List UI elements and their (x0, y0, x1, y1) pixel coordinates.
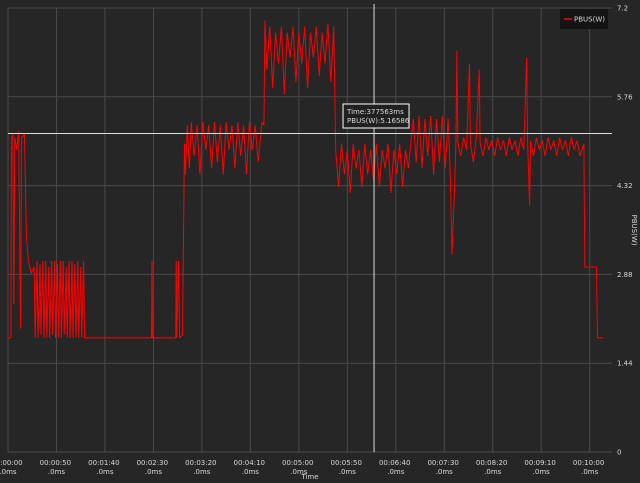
x-tick-label: 00:02:30 .0ms (137, 459, 171, 476)
y-axis-title: PBUS(W) (630, 215, 638, 246)
y-tick-label: 7.2 (617, 5, 628, 13)
x-tick-label: 00:09:10 .0ms (524, 459, 558, 476)
y-tick-label: 0 (617, 449, 621, 457)
x-tick-label: 00:01:40 .0ms (88, 459, 122, 476)
x-axis-title: Time (300, 473, 318, 481)
x-tick-label: 00:04:10 .0ms (234, 459, 268, 476)
x-tick-label: 00:03:20 .0ms (185, 459, 219, 476)
y-tick-label: 2.88 (617, 271, 633, 279)
tooltip-box (342, 103, 410, 129)
x-tick-label: 00:08:20 .0ms (476, 459, 510, 476)
legend-label: PBUS(W) (574, 16, 605, 24)
x-tick-label: 00:05:00 .0ms (282, 459, 316, 476)
tooltip-text: PBUS(W):5.16586 (347, 117, 410, 125)
x-tick-label: 00:07:30 .0ms (427, 459, 461, 476)
data-line (8, 20, 604, 339)
x-tick-label: 00:00:00 .0ms (0, 459, 25, 476)
x-tick-label: 00:05:50 .0ms (330, 459, 364, 476)
y-tick-label: 4.32 (617, 182, 633, 190)
x-tick-label: 00:00:50 .0ms (40, 459, 74, 476)
legend-box (560, 9, 608, 29)
x-tick-label: 00:06:40 .0ms (379, 459, 413, 476)
tooltip-text: Time:377563ms (346, 108, 404, 116)
y-tick-label: 5.76 (617, 93, 633, 101)
x-tick-label: 00:10:00 .0ms (573, 459, 607, 476)
y-tick-label: 1.44 (617, 360, 633, 368)
